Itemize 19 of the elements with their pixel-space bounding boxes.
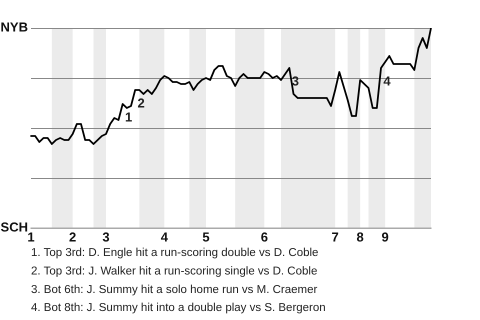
x-tick-label: 6 bbox=[260, 229, 268, 244]
x-tick-label: 4 bbox=[160, 229, 169, 244]
x-tick-label: 2 bbox=[69, 229, 76, 244]
x-tick-label: 1 bbox=[27, 229, 35, 244]
annotation: 2 bbox=[138, 96, 145, 111]
text: NYB bbox=[0, 20, 28, 35]
x-tick-label: 7 bbox=[332, 229, 339, 244]
text: SCH bbox=[0, 220, 28, 235]
text: 2. Top 3rd: J. Walker hit a run-scoring single vs D. Coble bbox=[31, 265, 318, 278]
x-tick-label: 5 bbox=[202, 229, 210, 244]
annotation: 1 bbox=[125, 110, 132, 125]
x-tick-label: 8 bbox=[356, 229, 364, 244]
x-tick-label: 9 bbox=[382, 229, 389, 244]
annotation: 4 bbox=[383, 74, 392, 89]
text: 1. Top 3rd: D. Engle hit a run-scoring double vs D. Coble bbox=[31, 247, 318, 260]
text: 4. Bot 8th: J. Summy hit into a double play vs S. Bergeron bbox=[31, 302, 326, 314]
x-tick-label: 3 bbox=[102, 229, 110, 244]
annotation: 3 bbox=[292, 74, 299, 89]
text: 3. Bot 6th: J. Summy hit a solo home run vs M. Craemer bbox=[31, 284, 318, 296]
